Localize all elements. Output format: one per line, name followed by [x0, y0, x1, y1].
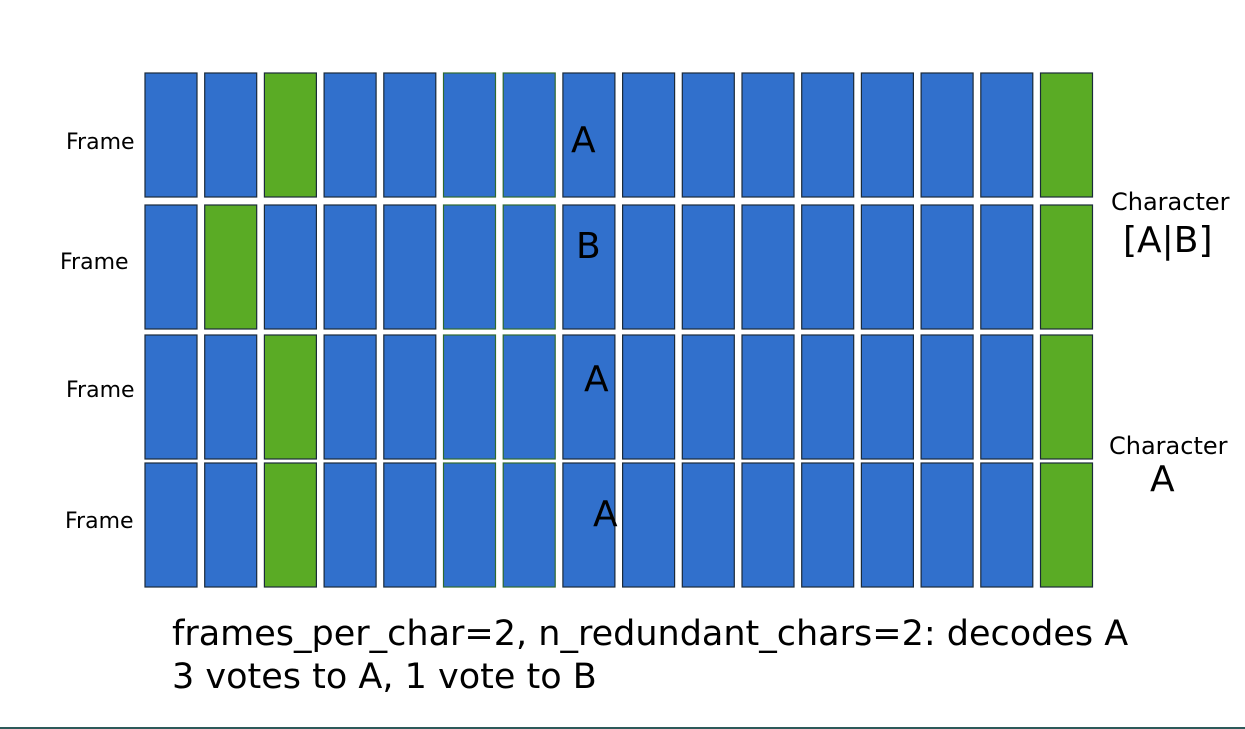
cell-r2-c2: [204, 204, 258, 330]
cell-r4-c2: [204, 462, 258, 588]
cell-r1-c14: [920, 72, 974, 198]
cell-r4-c1: [144, 462, 198, 588]
cell-r3-c15: [980, 334, 1034, 460]
cell-r4-c4: [323, 462, 377, 588]
cell-r1-c15: [980, 72, 1034, 198]
cell-r4-c12: [801, 462, 855, 588]
row-letter-3: A: [584, 359, 609, 400]
cell-r3-c10: [681, 334, 735, 460]
cell-r4-c9: [621, 462, 676, 588]
cell-r3-c1: [144, 334, 198, 460]
cell-r4-c11: [741, 462, 795, 588]
cell-r4-c5: [383, 462, 437, 588]
cell-r4-c16: [1039, 462, 1094, 588]
cell-r3-c4: [323, 334, 377, 460]
frame-label-3: Frame: [66, 378, 135, 403]
cell-r3-c8: [562, 334, 616, 460]
cell-r1-c13: [860, 72, 915, 198]
character-label-2: Character: [1109, 432, 1228, 460]
frame-label-1: Frame: [66, 130, 135, 155]
cell-r1-c12: [801, 72, 855, 198]
cell-r3-c6: [442, 334, 497, 460]
cell-r2-c6: [442, 204, 497, 330]
frame-label-4: Frame: [65, 509, 134, 534]
cell-r3-c9: [621, 334, 676, 460]
cell-r4-c14: [920, 462, 974, 588]
cell-r3-c12: [801, 334, 855, 460]
row-letter-2: B: [576, 226, 601, 267]
cell-r3-c2: [204, 334, 258, 460]
cell-r4-c6: [442, 462, 497, 588]
cell-r3-c16: [1039, 334, 1094, 460]
cell-r3-c3: [263, 334, 317, 460]
cell-r1-c6: [442, 72, 497, 198]
cell-r2-c1: [144, 204, 198, 330]
row-letter-4: A: [593, 494, 618, 535]
cell-r2-c9: [621, 204, 676, 330]
cell-r2-c16: [1039, 204, 1094, 330]
caption-line-1: frames_per_char=2, n_redundant_chars=2: …: [172, 614, 1129, 654]
cell-r4-c8: [562, 462, 616, 588]
cell-r2-c5: [383, 204, 437, 330]
cell-r2-c12: [801, 204, 855, 330]
cell-r2-c4: [323, 204, 377, 330]
cell-r3-c7: [502, 334, 556, 460]
cell-r2-c7: [502, 204, 556, 330]
character-value-2: A: [1150, 459, 1175, 500]
cell-r1-c4: [323, 72, 377, 198]
cell-r1-c8: [562, 72, 616, 198]
cell-r1-c2: [204, 72, 258, 198]
cell-r2-c10: [681, 204, 735, 330]
cell-r2-c13: [860, 204, 915, 330]
cell-r3-c14: [920, 334, 974, 460]
cell-r1-c10: [681, 72, 735, 198]
cell-r4-c13: [860, 462, 915, 588]
cell-r4-c7: [502, 462, 556, 588]
cell-r3-c11: [741, 334, 795, 460]
cell-r4-c10: [681, 462, 735, 588]
frame-label-2: Frame: [60, 250, 129, 275]
row-letter-1: A: [571, 120, 596, 161]
cell-r3-c13: [860, 334, 915, 460]
cell-r2-c3: [263, 204, 317, 330]
cell-r1-c3: [263, 72, 317, 198]
cell-r4-c15: [980, 462, 1034, 588]
cell-r1-c1: [144, 72, 198, 198]
cell-r1-c11: [741, 72, 795, 198]
cell-r2-c14: [920, 204, 974, 330]
bottom-divider: [0, 727, 1245, 729]
cell-r2-c11: [741, 204, 795, 330]
cell-r3-c5: [383, 334, 437, 460]
cell-r4-c3: [263, 462, 317, 588]
cell-r1-c16: [1039, 72, 1094, 198]
cell-r2-c15: [980, 204, 1034, 330]
character-label-1: Character: [1111, 188, 1230, 216]
caption-line-2: 3 votes to A, 1 vote to B: [172, 657, 597, 697]
cell-r1-c7: [502, 72, 556, 198]
cell-r1-c5: [383, 72, 437, 198]
cell-r1-c9: [621, 72, 676, 198]
character-value-1: [A|B]: [1123, 220, 1213, 261]
cell-r2-c8: [562, 204, 616, 330]
